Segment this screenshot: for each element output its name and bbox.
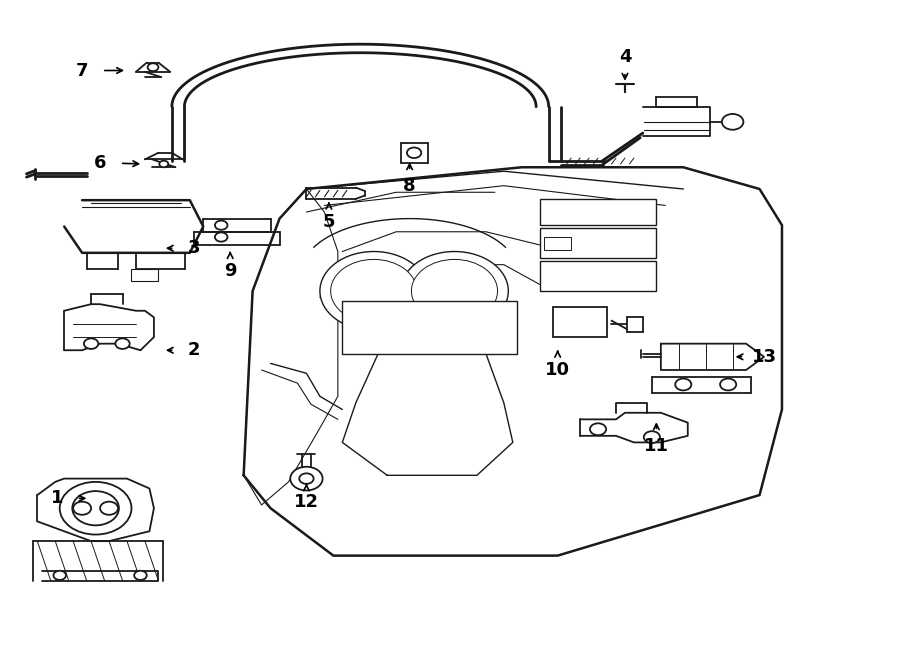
Text: 5: 5	[322, 213, 335, 231]
Text: 2: 2	[188, 341, 201, 359]
Circle shape	[330, 259, 417, 323]
Circle shape	[320, 252, 428, 330]
Circle shape	[73, 502, 91, 515]
Circle shape	[215, 221, 228, 230]
Bar	[544, 237, 572, 251]
Circle shape	[300, 473, 313, 484]
Circle shape	[411, 259, 498, 323]
Bar	[131, 269, 158, 281]
Circle shape	[644, 431, 660, 443]
Text: 3: 3	[188, 239, 201, 257]
Text: 1: 1	[50, 489, 63, 508]
Circle shape	[115, 338, 130, 349]
Circle shape	[159, 161, 168, 167]
Text: 7: 7	[76, 61, 88, 79]
Circle shape	[53, 570, 66, 580]
Circle shape	[134, 570, 147, 580]
Text: 11: 11	[644, 437, 669, 455]
Circle shape	[84, 338, 98, 349]
Circle shape	[590, 423, 606, 435]
Circle shape	[722, 114, 743, 130]
Bar	[540, 229, 656, 258]
Circle shape	[72, 491, 119, 525]
Bar	[626, 317, 643, 332]
Circle shape	[148, 63, 158, 71]
Text: 6: 6	[94, 153, 106, 172]
Bar	[554, 307, 607, 337]
Text: 9: 9	[224, 262, 237, 280]
Bar	[540, 261, 656, 291]
Circle shape	[407, 147, 421, 158]
Circle shape	[675, 379, 691, 391]
Circle shape	[720, 379, 736, 391]
Circle shape	[400, 252, 508, 330]
Circle shape	[291, 467, 322, 490]
Text: 10: 10	[545, 361, 571, 379]
Text: 13: 13	[752, 348, 777, 366]
Text: 4: 4	[618, 48, 631, 66]
Bar	[540, 199, 656, 225]
Bar	[342, 301, 518, 354]
Circle shape	[215, 233, 228, 242]
Circle shape	[100, 502, 118, 515]
Text: 12: 12	[294, 492, 319, 511]
Text: 8: 8	[403, 176, 416, 195]
Circle shape	[59, 482, 131, 535]
